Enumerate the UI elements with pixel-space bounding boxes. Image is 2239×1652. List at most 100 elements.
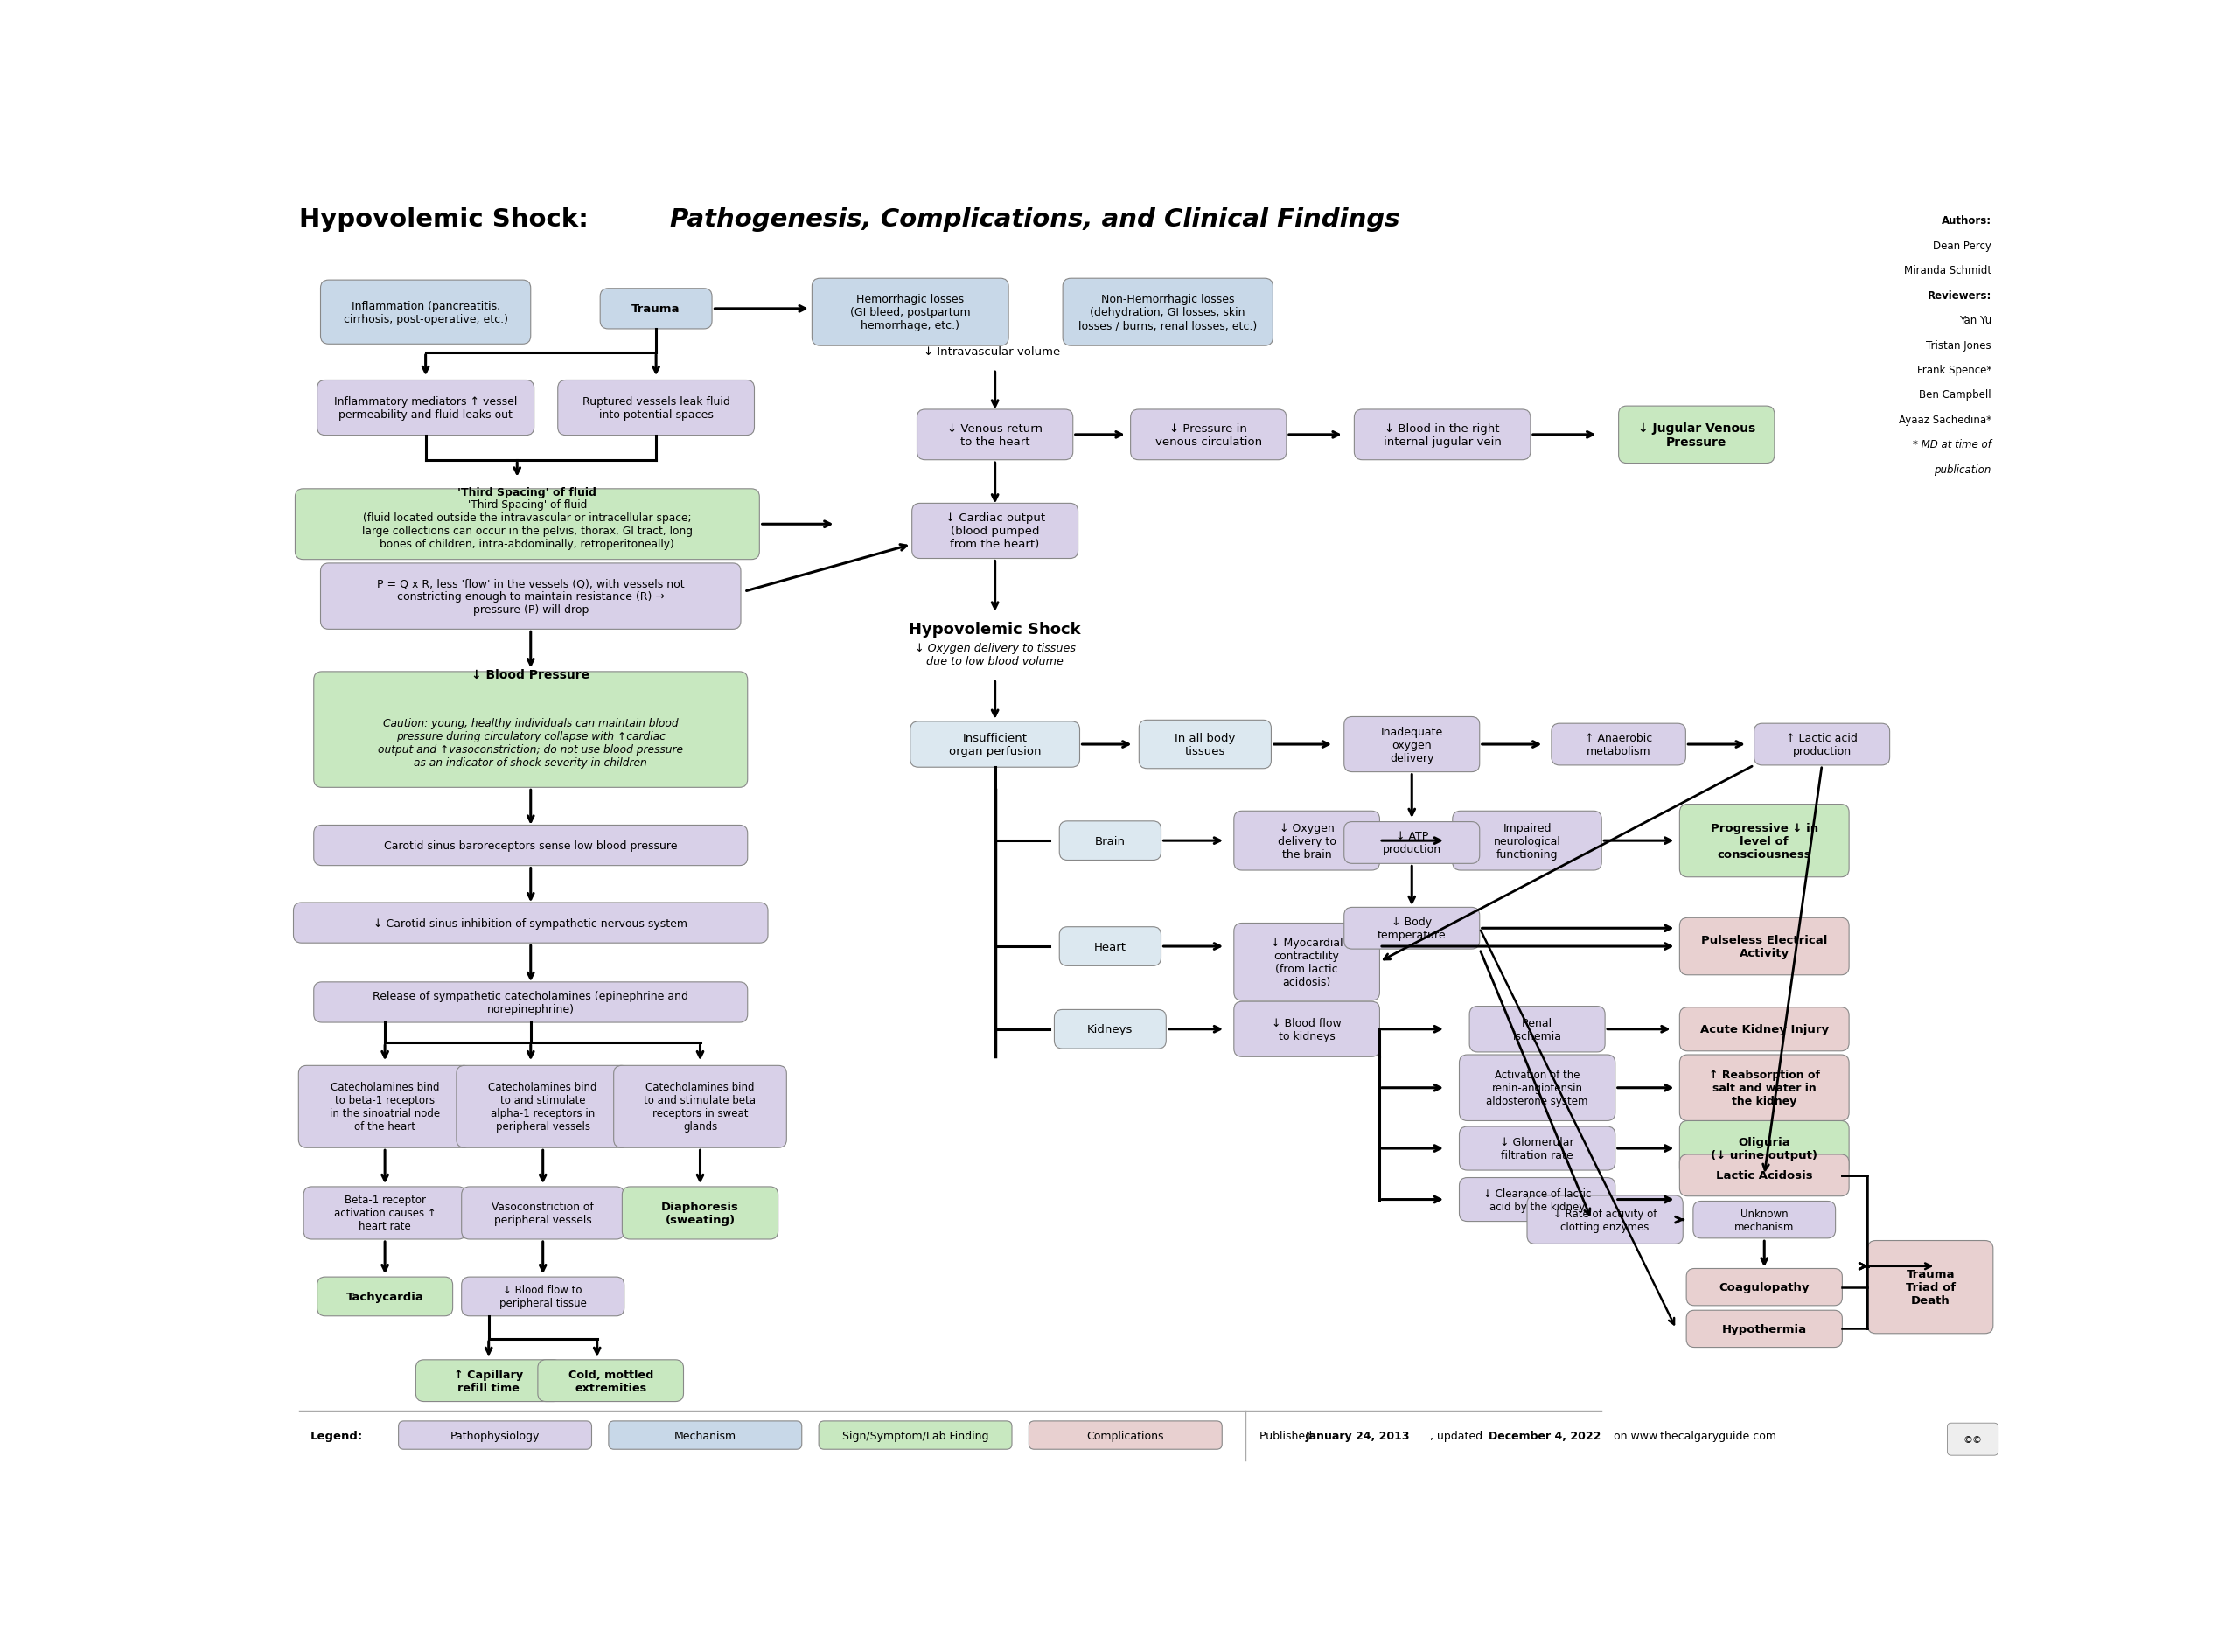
- FancyBboxPatch shape: [1552, 724, 1686, 765]
- FancyBboxPatch shape: [1469, 1006, 1605, 1052]
- FancyBboxPatch shape: [1064, 279, 1274, 347]
- Text: Insufficient
organ perfusion: Insufficient organ perfusion: [949, 732, 1041, 757]
- Text: ↓ Pressure in
venous circulation: ↓ Pressure in venous circulation: [1155, 423, 1263, 448]
- FancyBboxPatch shape: [1343, 907, 1480, 950]
- Text: Heart: Heart: [1095, 942, 1126, 952]
- Text: Catecholamines bind
to and stimulate beta
receptors in sweat
glands: Catecholamines bind to and stimulate bet…: [645, 1082, 757, 1132]
- Text: ↓ Clearance of lactic
acid by the kidney: ↓ Clearance of lactic acid by the kidney: [1482, 1188, 1592, 1213]
- Text: ↓ Glomerular
filtration rate: ↓ Glomerular filtration rate: [1500, 1137, 1574, 1161]
- FancyBboxPatch shape: [918, 410, 1072, 461]
- Text: ↑ Reabsorption of
salt and water in
the kidney: ↑ Reabsorption of salt and water in the …: [1708, 1069, 1820, 1107]
- Text: Brain: Brain: [1095, 836, 1126, 847]
- FancyBboxPatch shape: [1055, 1009, 1167, 1049]
- FancyBboxPatch shape: [1460, 1178, 1614, 1221]
- Text: Catecholamines bind
to beta-1 receptors
in the sinoatrial node
of the heart: Catecholamines bind to beta-1 receptors …: [329, 1082, 441, 1132]
- FancyBboxPatch shape: [461, 1277, 625, 1317]
- Text: Activation of the
renin-angiotensin
aldosterone system: Activation of the renin-angiotensin aldo…: [1487, 1069, 1587, 1107]
- FancyBboxPatch shape: [313, 983, 748, 1023]
- FancyBboxPatch shape: [1343, 823, 1480, 864]
- Text: Mechanism: Mechanism: [674, 1429, 737, 1441]
- FancyBboxPatch shape: [1679, 919, 1849, 975]
- FancyBboxPatch shape: [1460, 1056, 1614, 1122]
- Text: Lactic Acidosis: Lactic Acidosis: [1715, 1170, 1814, 1181]
- Text: ↓ Blood flow to
peripheral tissue: ↓ Blood flow to peripheral tissue: [499, 1284, 587, 1308]
- Text: on www.thecalgaryguide.com: on www.thecalgaryguide.com: [1610, 1429, 1776, 1441]
- FancyBboxPatch shape: [1867, 1241, 1993, 1333]
- Text: 'Third Spacing' of fluid
(fluid located outside the intravascular or intracellul: 'Third Spacing' of fluid (fluid located …: [363, 499, 692, 550]
- FancyBboxPatch shape: [1453, 811, 1601, 871]
- Text: Reviewers:: Reviewers:: [1928, 289, 1990, 301]
- Text: 'Third Spacing' of fluid: 'Third Spacing' of fluid: [457, 487, 598, 497]
- Text: Dean Percy: Dean Percy: [1932, 240, 1990, 251]
- FancyBboxPatch shape: [613, 1066, 786, 1148]
- FancyBboxPatch shape: [1234, 811, 1379, 871]
- Text: ↓ Myocardial
contractility
(from lactic
acidosis): ↓ Myocardial contractility (from lactic …: [1272, 937, 1343, 988]
- Text: Unknown
mechanism: Unknown mechanism: [1735, 1208, 1793, 1232]
- FancyBboxPatch shape: [416, 1360, 562, 1401]
- FancyBboxPatch shape: [296, 489, 759, 560]
- Text: Yan Yu: Yan Yu: [1959, 314, 1990, 325]
- Text: Cold, mottled
extremities: Cold, mottled extremities: [569, 1368, 654, 1393]
- Text: Pathophysiology: Pathophysiology: [450, 1429, 540, 1441]
- Text: ©©: ©©: [1964, 1436, 1984, 1444]
- Text: Sign/Symptom/Lab Finding: Sign/Symptom/Lab Finding: [842, 1429, 990, 1441]
- FancyBboxPatch shape: [457, 1066, 629, 1148]
- FancyBboxPatch shape: [1948, 1422, 1997, 1455]
- FancyBboxPatch shape: [609, 1421, 802, 1449]
- Text: Inflammation (pancreatitis,
cirrhosis, post-operative, etc.): Inflammation (pancreatitis, cirrhosis, p…: [343, 301, 508, 325]
- Text: Coagulopathy: Coagulopathy: [1720, 1282, 1809, 1294]
- FancyBboxPatch shape: [1131, 410, 1287, 461]
- FancyBboxPatch shape: [1679, 1056, 1849, 1122]
- FancyBboxPatch shape: [537, 1360, 683, 1401]
- Text: Tristan Jones: Tristan Jones: [1926, 340, 1990, 350]
- FancyBboxPatch shape: [911, 504, 1077, 558]
- Text: Caution: young, healthy individuals can maintain blood
pressure during circulato: Caution: young, healthy individuals can …: [378, 692, 683, 768]
- Text: ↓ Intravascular volume: ↓ Intravascular volume: [925, 345, 1061, 357]
- Text: In all body
tissues: In all body tissues: [1175, 732, 1236, 757]
- Text: publication: publication: [1934, 464, 1990, 476]
- Text: Complications: Complications: [1086, 1429, 1164, 1441]
- FancyBboxPatch shape: [600, 289, 712, 329]
- FancyBboxPatch shape: [313, 826, 748, 866]
- Text: Pulseless Electrical
Activity: Pulseless Electrical Activity: [1702, 935, 1827, 958]
- FancyBboxPatch shape: [1693, 1201, 1836, 1239]
- FancyBboxPatch shape: [1753, 724, 1890, 765]
- FancyBboxPatch shape: [1355, 410, 1531, 461]
- Text: Hypovolemic Shock:: Hypovolemic Shock:: [298, 208, 598, 231]
- Text: Trauma
Triad of
Death: Trauma Triad of Death: [1905, 1269, 1955, 1307]
- Text: Inflammatory mediators ↑ vessel
permeability and fluid leaks out: Inflammatory mediators ↑ vessel permeabi…: [334, 396, 517, 421]
- Text: January 24, 2013: January 24, 2013: [1305, 1429, 1411, 1441]
- FancyBboxPatch shape: [399, 1421, 591, 1449]
- Text: P = Q x R; less 'flow' in the vessels (Q), with vessels not
constricting enough : P = Q x R; less 'flow' in the vessels (Q…: [376, 578, 685, 616]
- Text: ↓ Rate of activity of
clotting enzymes: ↓ Rate of activity of clotting enzymes: [1554, 1208, 1657, 1232]
- Text: Release of sympathetic catecholamines (epinephrine and
norepinephrine): Release of sympathetic catecholamines (e…: [374, 990, 690, 1014]
- FancyBboxPatch shape: [298, 1066, 472, 1148]
- FancyBboxPatch shape: [318, 380, 535, 436]
- FancyBboxPatch shape: [1686, 1310, 1843, 1348]
- FancyBboxPatch shape: [320, 563, 741, 629]
- Text: Hypothermia: Hypothermia: [1722, 1323, 1807, 1335]
- Text: Renal
ischemia: Renal ischemia: [1514, 1018, 1563, 1042]
- FancyBboxPatch shape: [1343, 717, 1480, 773]
- Text: Authors:: Authors:: [1941, 215, 1990, 226]
- FancyBboxPatch shape: [305, 1186, 466, 1239]
- FancyBboxPatch shape: [1059, 821, 1162, 861]
- FancyBboxPatch shape: [461, 1186, 625, 1239]
- Text: Frank Spence*: Frank Spence*: [1917, 365, 1990, 377]
- Text: Non-Hemorrhagic losses
(dehydration, GI losses, skin
losses / burns, renal losse: Non-Hemorrhagic losses (dehydration, GI …: [1079, 294, 1256, 332]
- Text: ↑ Capillary
refill time: ↑ Capillary refill time: [455, 1368, 524, 1393]
- Text: , updated: , updated: [1431, 1429, 1487, 1441]
- Text: Progressive ↓ in
level of
consciousness: Progressive ↓ in level of consciousness: [1711, 823, 1818, 859]
- FancyBboxPatch shape: [1460, 1127, 1614, 1170]
- Text: Ben Campbell: Ben Campbell: [1919, 390, 1990, 401]
- FancyBboxPatch shape: [293, 904, 768, 943]
- Text: ↓ Cardiac output
(blood pumped
from the heart): ↓ Cardiac output (blood pumped from the …: [945, 512, 1046, 550]
- Text: ↓ Body
temperature: ↓ Body temperature: [1377, 917, 1446, 940]
- Text: Kidneys: Kidneys: [1088, 1024, 1133, 1036]
- FancyBboxPatch shape: [1527, 1196, 1684, 1244]
- Text: Trauma: Trauma: [631, 304, 681, 316]
- Text: Ayaaz Sachedina*: Ayaaz Sachedina*: [1899, 415, 1990, 426]
- FancyBboxPatch shape: [1679, 1008, 1849, 1051]
- FancyBboxPatch shape: [813, 279, 1008, 347]
- Text: ↓ Oxygen
delivery to
the brain: ↓ Oxygen delivery to the brain: [1278, 823, 1337, 859]
